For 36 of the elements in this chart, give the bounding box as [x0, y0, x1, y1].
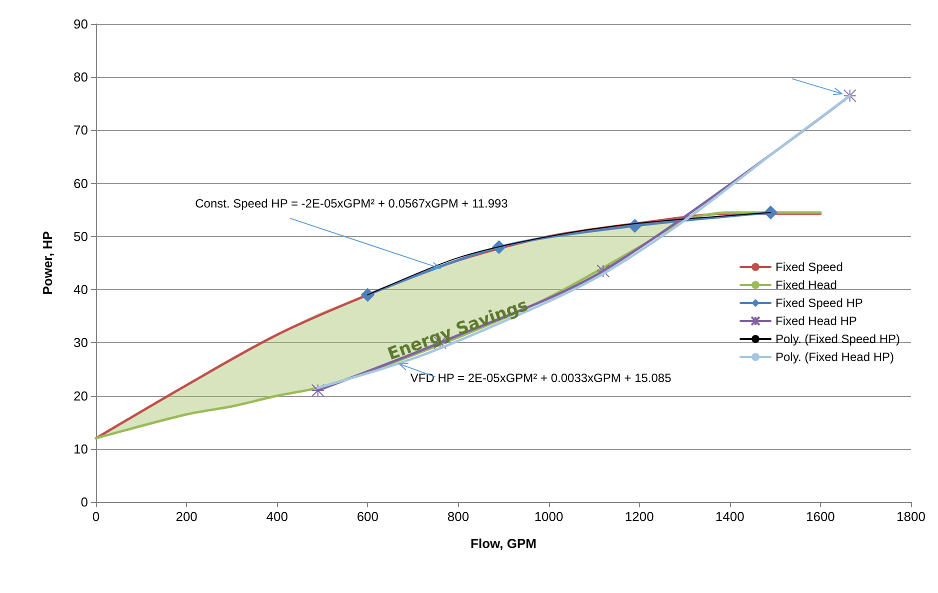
x-tick-label: 1600: [806, 509, 835, 524]
point: [596, 264, 610, 278]
x-axis-title: Flow, GPM: [470, 536, 536, 551]
legend-label: Poly. (Fixed Speed HP): [776, 332, 900, 346]
legend-label: Poly. (Fixed Head HP): [776, 350, 894, 364]
y-tick-label: 20: [74, 388, 88, 404]
y-tick-label: 0: [80, 494, 88, 510]
y-tick-label: 60: [74, 176, 88, 191]
y-tick-label: 80: [74, 70, 88, 85]
annotation: VFD HP = 2E-05xGPM² + 0.0033xGPM + 15.085: [410, 370, 672, 385]
x-tick-label: 1400: [715, 509, 744, 524]
x-tick-label: 1200: [624, 509, 654, 524]
y-axis-title: Power, HP: [40, 230, 55, 295]
y-tick-label: 40: [74, 282, 88, 298]
y-tick-label: 10: [74, 441, 88, 456]
y-tick-label: 50: [74, 228, 88, 244]
x-tick-label: 1800: [896, 509, 926, 524]
x-tick-label: 400: [266, 509, 288, 524]
y-tick-label: 30: [74, 335, 88, 350]
x-tick-label: 200: [176, 509, 198, 524]
point: [843, 89, 856, 102]
y-tick-label: 70: [74, 122, 88, 138]
annotation: Const. Speed HP = -2E-05xGPM² + 0.0567xGPM + 11.993: [195, 196, 508, 210]
point: [360, 288, 375, 302]
x-tick-label: 600: [356, 509, 379, 524]
legend-label: Fixed Speed: [776, 260, 843, 274]
x-tick-label: 800: [447, 509, 470, 524]
y-tick-label: 90: [74, 16, 88, 32]
point: [764, 206, 778, 220]
x-tick-label: 1000: [534, 509, 564, 524]
x-tick-label: 0: [92, 509, 100, 524]
legend-label: Fixed Head HP: [776, 314, 857, 328]
point: [311, 384, 324, 397]
point: [628, 218, 642, 233]
legend-label: Fixed Head: [776, 278, 837, 292]
legend-label: Fixed Speed HP: [776, 296, 863, 310]
